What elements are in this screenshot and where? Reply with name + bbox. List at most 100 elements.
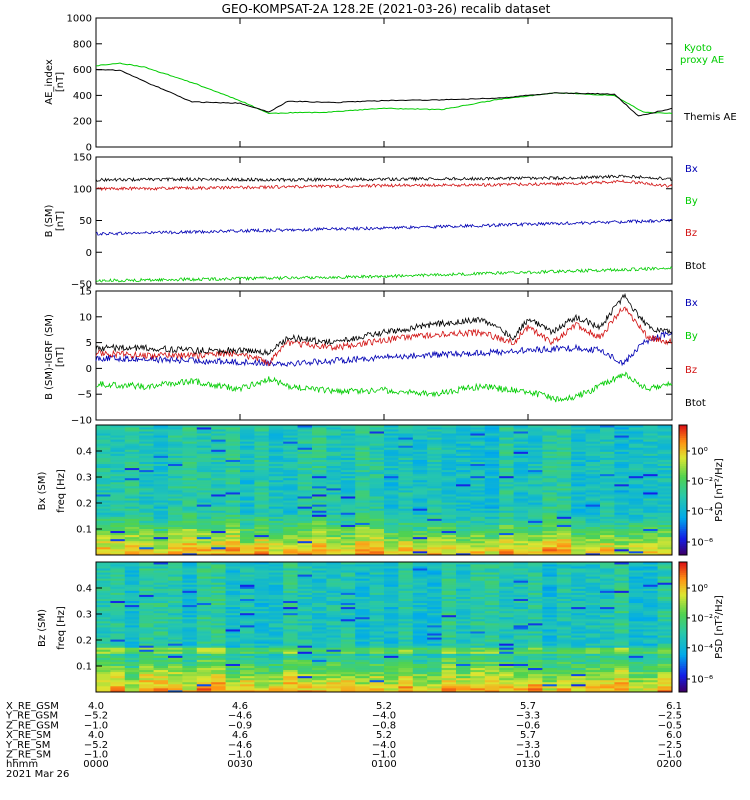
spectrogram-cell bbox=[297, 683, 313, 687]
spectrogram-cell bbox=[398, 449, 414, 452]
spectrogram-cell bbox=[528, 518, 543, 521]
spectrogram-cell bbox=[499, 679, 514, 683]
spectrogram-cell bbox=[571, 500, 586, 503]
spectrogram-cell bbox=[585, 512, 601, 515]
spectrogram-cell bbox=[211, 477, 226, 481]
spectrogram-cell bbox=[240, 588, 255, 591]
spectrogram-cell bbox=[96, 485, 111, 489]
spectrogram-cell bbox=[499, 457, 514, 460]
spectrogram-cell bbox=[499, 635, 514, 638]
spectrogram-cell bbox=[355, 645, 370, 648]
spectrogram-cell bbox=[110, 657, 126, 660]
spectrogram-cell bbox=[96, 677, 111, 681]
spectrogram-cell bbox=[268, 467, 284, 471]
spectrogram-cell bbox=[499, 616, 514, 620]
spectrogram-cell bbox=[139, 455, 154, 458]
spectrogram-cell bbox=[268, 624, 284, 628]
spectrogram-cell bbox=[182, 669, 198, 673]
spectrogram-cell bbox=[110, 475, 126, 479]
spectrogram-cell bbox=[513, 663, 529, 666]
spectrogram-cell bbox=[585, 546, 601, 550]
spectrogram-cell bbox=[182, 429, 198, 432]
spectrogram-cell bbox=[398, 602, 414, 606]
spectrogram-cell bbox=[657, 453, 673, 456]
spectrogram-cell bbox=[585, 492, 601, 495]
spectrogram-cell bbox=[571, 520, 586, 523]
spectrogram-cell bbox=[153, 441, 169, 444]
spectrogram-cell bbox=[384, 633, 399, 636]
spectrogram-cell bbox=[153, 483, 169, 487]
spectrogram-cell bbox=[441, 641, 457, 644]
spectrogram-cell bbox=[297, 667, 313, 671]
spectrogram-cell bbox=[326, 522, 342, 525]
spectrogram-cell bbox=[196, 516, 212, 519]
spectrogram-cell bbox=[211, 679, 226, 683]
spectrogram-cell bbox=[499, 671, 514, 675]
spectrogram-cell bbox=[643, 483, 658, 487]
spectrogram-cell bbox=[470, 616, 486, 620]
spectrogram-cell bbox=[412, 580, 428, 583]
spectrogram-cell bbox=[585, 483, 601, 487]
spectrogram-cell bbox=[412, 588, 428, 591]
spectrogram-cell bbox=[412, 522, 428, 525]
spectrogram-cell bbox=[643, 490, 658, 493]
spectrogram-cell bbox=[283, 578, 298, 581]
spectrogram-cell bbox=[499, 481, 514, 485]
spectrogram-cell bbox=[283, 582, 298, 585]
spectrogram-cell bbox=[456, 643, 471, 646]
spectrogram-cell bbox=[585, 431, 601, 434]
spectrogram-cell bbox=[571, 637, 586, 640]
spectrogram-cell bbox=[168, 496, 183, 499]
spectrogram-cell bbox=[283, 449, 298, 452]
spectrogram-cell bbox=[268, 629, 284, 632]
spectrogram-cell bbox=[355, 566, 370, 569]
spectrogram-cell bbox=[499, 512, 514, 515]
igrf-ylabel-line2: [nT] bbox=[55, 347, 66, 367]
spectrogram-cell bbox=[110, 584, 126, 587]
spectrogram-cell bbox=[297, 439, 313, 442]
spectrogram-cell bbox=[470, 570, 486, 573]
spectrogram-cell bbox=[542, 449, 558, 452]
spectrogram-cell bbox=[96, 584, 111, 587]
spectrogram-cell bbox=[355, 663, 370, 666]
spectrogram-cell bbox=[254, 681, 270, 685]
spectrogram-cell bbox=[369, 469, 385, 473]
spectrogram-cell bbox=[499, 441, 514, 444]
spectrogram-cell bbox=[456, 437, 471, 440]
spectrogram-cell bbox=[542, 550, 558, 554]
spectrogram-cell bbox=[240, 598, 255, 601]
spectrogram-cell bbox=[470, 671, 486, 675]
spectrogram-cell bbox=[240, 538, 255, 542]
spectrogram-cell bbox=[211, 592, 226, 595]
spectrogram-cell bbox=[240, 568, 255, 571]
spectrogram-cell bbox=[268, 572, 284, 575]
spectrogram-cell bbox=[139, 443, 154, 446]
spectrogram-cell bbox=[96, 635, 111, 638]
spectrogram-cell bbox=[470, 457, 486, 460]
spectrogram-cell bbox=[211, 439, 226, 442]
spectrogram-cell bbox=[153, 641, 169, 644]
spectrogram-cell bbox=[340, 675, 356, 679]
spectrogram-cell bbox=[312, 590, 327, 593]
spectrogram-cell bbox=[513, 443, 529, 446]
spectrogram-cell bbox=[355, 598, 370, 601]
spectrogram-cell bbox=[571, 683, 586, 687]
spectrogram-cell bbox=[110, 578, 126, 581]
spectrogram-cell bbox=[240, 671, 255, 675]
spectrogram-cell bbox=[240, 622, 255, 626]
spectrogram-cell bbox=[398, 425, 414, 428]
spectrogram-cell bbox=[240, 653, 255, 656]
spectrogram-cell bbox=[283, 574, 298, 577]
spectrogram-cell bbox=[254, 516, 270, 519]
spectrogram-cell bbox=[196, 562, 212, 565]
spectrogram-cell bbox=[196, 498, 212, 501]
spectrogram-cell bbox=[196, 540, 212, 544]
spectrogram-cell bbox=[470, 532, 486, 536]
spectrogram-cell bbox=[585, 475, 601, 479]
legend-kyoto: Kyoto bbox=[684, 43, 712, 54]
colorbar-segment bbox=[679, 535, 687, 539]
spectrogram-cell bbox=[412, 608, 428, 612]
spectrogram-cell bbox=[312, 602, 327, 606]
spectrogram-cell bbox=[326, 508, 342, 511]
